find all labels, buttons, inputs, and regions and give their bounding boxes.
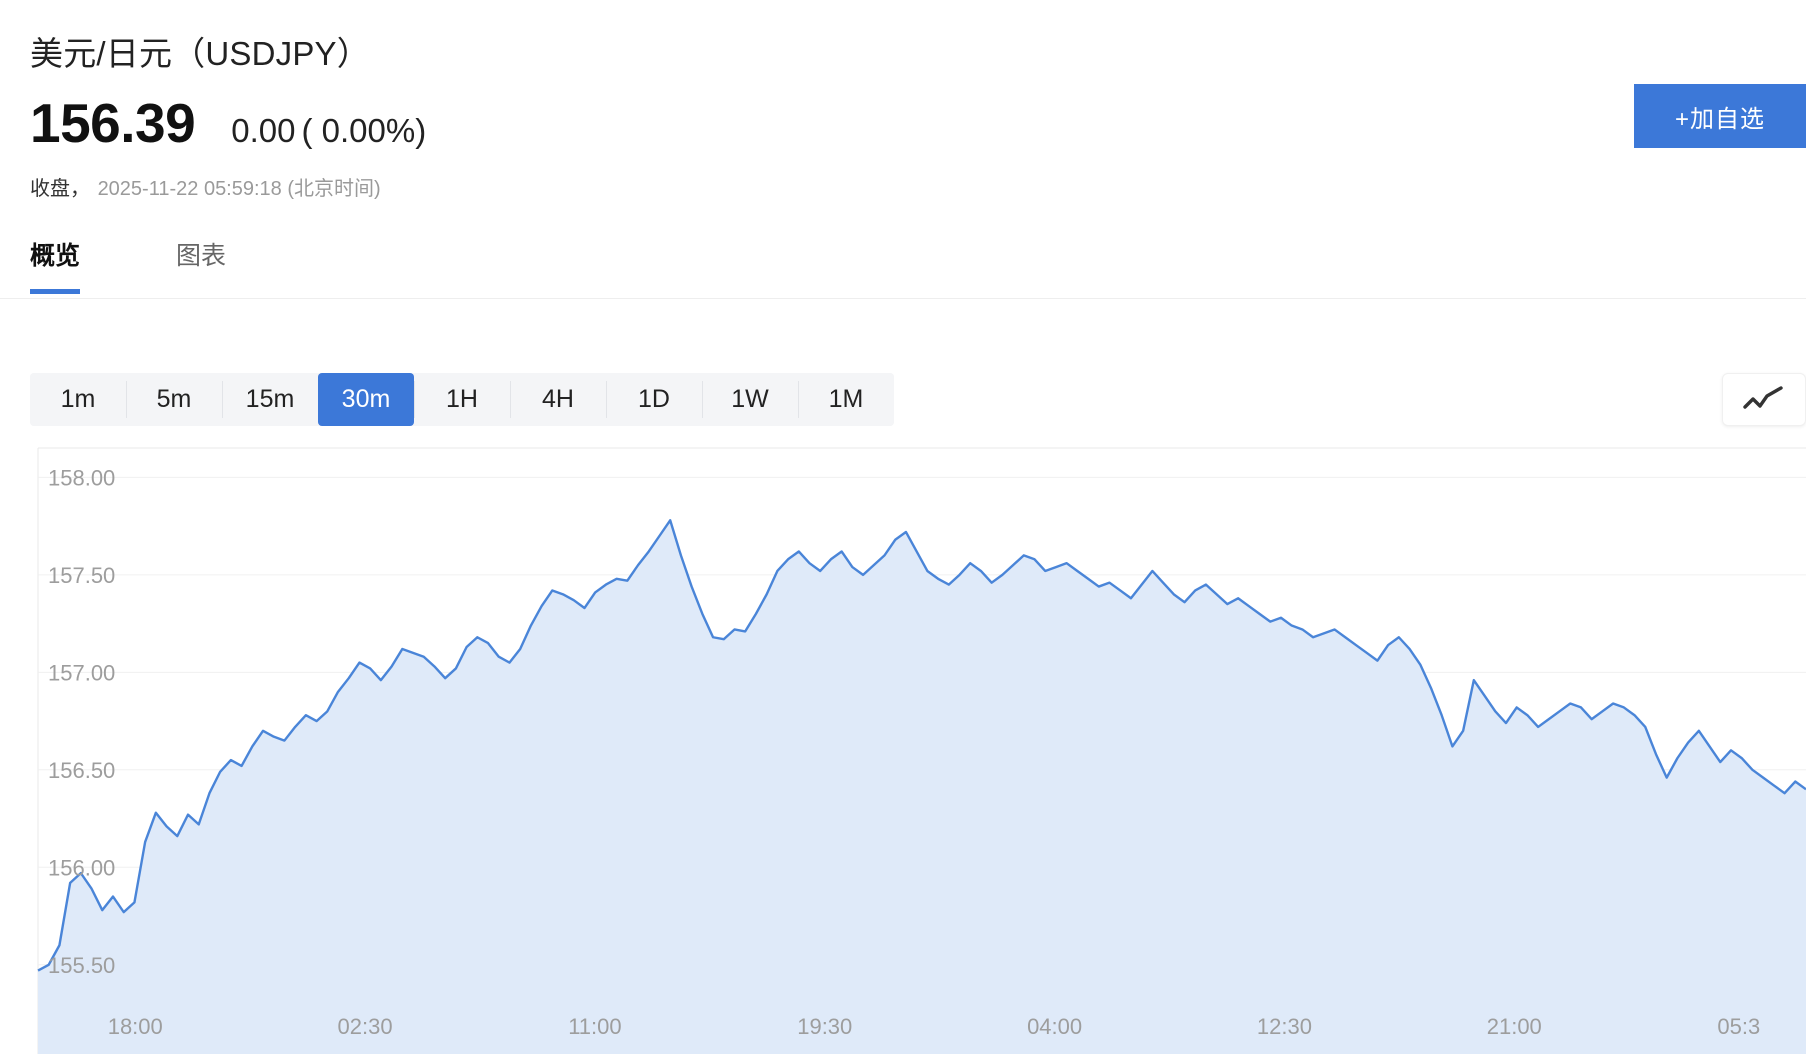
- chart-area-path: [38, 520, 1806, 994]
- y-axis-tick-label: 155.50: [48, 953, 115, 978]
- line-chart-icon: [1743, 385, 1783, 409]
- chart-x-axis-labels: 18:00 02:30 11:00 19:30 04:00 12:30 21:00 05:3: [108, 1014, 1761, 1039]
- x-axis-tick-label: 11:00: [568, 1014, 621, 1039]
- timeframe-1M[interactable]: 1M: [798, 373, 894, 426]
- price-chart[interactable]: 158.00 157.50 157.00 156.50 156.00 155.50 18:…: [0, 442, 1806, 1054]
- timeframe-30m[interactable]: 30m: [318, 373, 414, 426]
- timeframe-1d[interactable]: 1D: [606, 373, 702, 426]
- price-chart-canvas[interactable]: 158.00 157.50 157.00 156.50 156.00 155.50 18:…: [0, 442, 1806, 1054]
- add-to-watchlist-button[interactable]: +加自选: [1634, 84, 1806, 148]
- last-price: 156.39: [30, 92, 196, 154]
- market-status-label: 收盘，: [30, 178, 90, 200]
- chart-y-axis-labels: 158.00 157.50 157.00 156.50 156.00 155.50: [48, 465, 115, 977]
- price-change-absolute: 0.00: [231, 112, 296, 149]
- chart-type-toggle-button[interactable]: [1722, 373, 1806, 426]
- timeframe-selector: 1m 5m 15m 30m 1H 4H 1D 1W 1M: [30, 373, 894, 426]
- chart-line-path: [37, 519, 1806, 972]
- y-axis-tick-label: 157.00: [48, 660, 115, 685]
- tab-charts[interactable]: 图表: [176, 242, 227, 270]
- page-title: 美元/日元（USDJPY）: [30, 35, 370, 72]
- timeframe-4h[interactable]: 4H: [510, 373, 606, 426]
- timeframe-1w[interactable]: 1W: [702, 373, 798, 426]
- x-axis-tick-label: 12:30: [1257, 1014, 1312, 1039]
- x-axis-tick-label: 19:30: [797, 1014, 852, 1039]
- tab-overview[interactable]: 概览: [30, 236, 81, 294]
- x-axis-tick-label: 18:00: [108, 1014, 163, 1039]
- y-axis-tick-label: 157.50: [48, 563, 115, 588]
- y-axis-tick-label: 158.00: [48, 465, 115, 490]
- x-axis-tick-label: 05:3: [1717, 1014, 1760, 1039]
- timeframe-1m[interactable]: 1m: [30, 373, 126, 426]
- y-axis-tick-label: 156.50: [48, 758, 115, 783]
- x-axis-tick-label: 21:00: [1487, 1014, 1542, 1039]
- chart-area-fill: [38, 520, 1806, 1054]
- timeframe-5m[interactable]: 5m: [126, 373, 222, 426]
- x-axis-tick-label: 02:30: [338, 1014, 393, 1039]
- x-axis-tick-label: 04:00: [1027, 1014, 1082, 1039]
- timeframe-15m[interactable]: 15m: [222, 373, 318, 426]
- y-axis-tick-label: 156.00: [48, 855, 115, 880]
- timeframe-1h[interactable]: 1H: [414, 373, 510, 426]
- price-change-percent: ( 0.00%): [301, 112, 427, 149]
- market-status-row: 收盘， 2025-11-22 05:59:18 (北京时间): [30, 172, 381, 201]
- market-status-timestamp: 2025-11-22 05:59:18 (北京时间): [97, 178, 381, 200]
- price-row: 156.39 0.00 ( 0.00%): [30, 96, 426, 151]
- chart-line-series: [37, 519, 1806, 972]
- tab-bar: 概览 图表: [0, 236, 1806, 299]
